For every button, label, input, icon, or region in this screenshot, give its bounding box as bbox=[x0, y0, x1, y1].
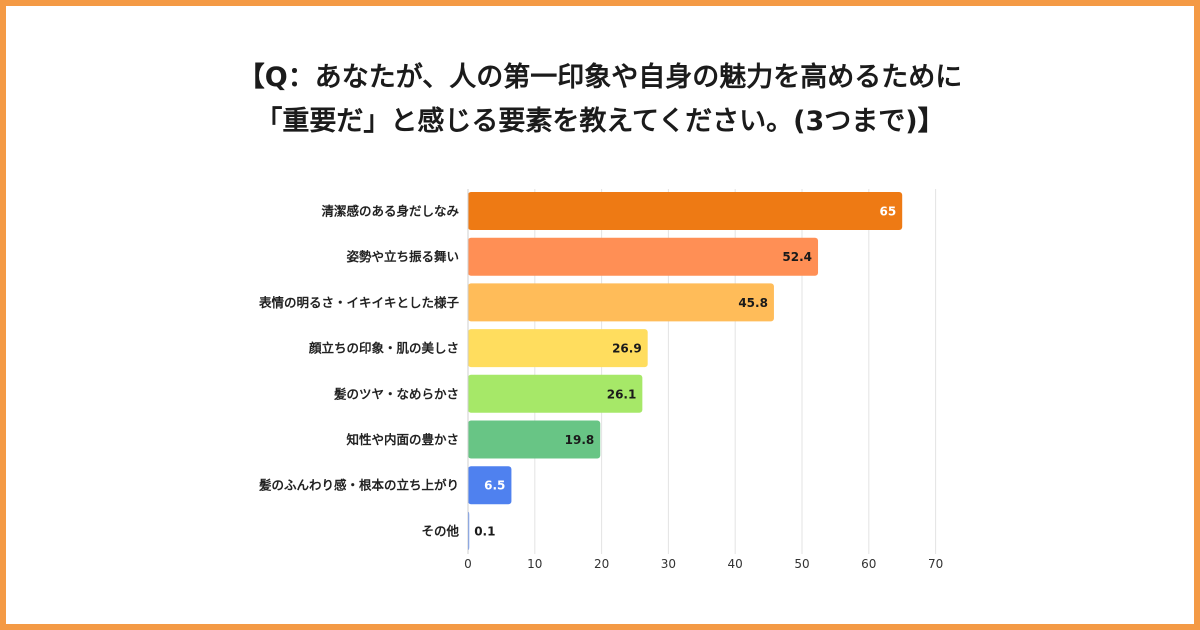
x-tick-label: 40 bbox=[728, 557, 743, 571]
x-tick-label: 70 bbox=[928, 557, 943, 571]
category-label: 姿勢や立ち振る舞い bbox=[346, 249, 459, 264]
bar bbox=[468, 374, 643, 413]
category-label: 顔立ちの印象・肌の美しさ bbox=[308, 341, 459, 356]
category-label: その他 bbox=[421, 523, 459, 538]
category-label: 髪のふんわり感・根本の立ち上がり bbox=[258, 478, 459, 493]
data-label: 65 bbox=[879, 205, 896, 219]
chart-title: 【Q：あなたが、人の第一印象や自身の魅力を高めるために 「重要だ」と感じる要素を… bbox=[0, 56, 1200, 144]
data-label: 45.8 bbox=[738, 296, 768, 310]
x-tick-label: 0 bbox=[464, 557, 472, 571]
title-line-1: 【Q：あなたが、人の第一印象や自身の魅力を高めるために bbox=[237, 62, 963, 93]
bar bbox=[468, 329, 648, 368]
category-label: 表情の明るさ・イキイキとした様子 bbox=[258, 295, 460, 310]
category-label: 清潔感のある身だしなみ bbox=[321, 204, 459, 219]
data-label: 26.9 bbox=[612, 342, 642, 356]
x-tick-label: 30 bbox=[661, 557, 676, 571]
data-label: 26.1 bbox=[607, 387, 637, 401]
category-label: 髪のツヤ・なめらかさ bbox=[333, 386, 459, 401]
data-label: 6.5 bbox=[484, 479, 505, 493]
x-tick-label: 50 bbox=[794, 557, 809, 571]
data-label: 52.4 bbox=[782, 250, 812, 264]
title-line-2: 「重要だ」と感じる要素を教えてください。(3つまで)】 bbox=[255, 106, 945, 137]
bar bbox=[468, 283, 774, 322]
x-tick-label: 20 bbox=[594, 557, 609, 571]
data-label: 19.8 bbox=[565, 433, 595, 447]
data-label: 0.1 bbox=[474, 524, 495, 538]
bar bbox=[468, 466, 512, 505]
bar bbox=[468, 192, 903, 230]
x-tick-label: 10 bbox=[527, 557, 542, 571]
bar bbox=[468, 237, 819, 276]
bar bbox=[468, 420, 601, 459]
x-tick-label: 60 bbox=[861, 557, 876, 571]
category-label: 知性や内面の豊かさ bbox=[345, 432, 459, 447]
